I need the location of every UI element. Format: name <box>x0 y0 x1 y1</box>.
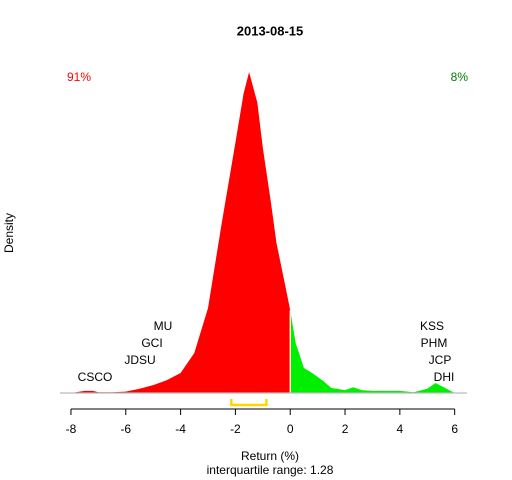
y-axis-label: Density <box>2 213 16 253</box>
x-tick-label: 4 <box>397 422 404 436</box>
chart-title: 2013-08-15 <box>237 23 304 38</box>
stock-label: JDSU <box>124 353 155 367</box>
stock-label: JCP <box>429 353 452 367</box>
stock-label: PHM <box>421 336 448 350</box>
x-tick-label: 0 <box>287 422 294 436</box>
stock-label: DHI <box>434 370 455 384</box>
x-tick-label: 2 <box>342 422 349 436</box>
iqr-bracket <box>230 399 268 407</box>
stock-label: MU <box>154 319 173 333</box>
x-tick-label: -6 <box>120 422 131 436</box>
stock-label: KSS <box>420 319 444 333</box>
density-area <box>70 72 291 393</box>
x-tick-label: -4 <box>175 422 186 436</box>
subtitle: interquartile range: 1.28 <box>207 463 334 477</box>
stock-label: GCI <box>141 336 162 350</box>
x-tick-label: -2 <box>230 422 241 436</box>
stock-label: CSCO <box>78 370 113 384</box>
share-label: 8% <box>451 70 469 84</box>
share-label: 91% <box>67 70 91 84</box>
x-tick-label: -8 <box>66 422 77 436</box>
density-area <box>290 310 455 393</box>
x-tick-label: 6 <box>451 422 458 436</box>
x-axis-label: Return (%) <box>241 449 299 463</box>
